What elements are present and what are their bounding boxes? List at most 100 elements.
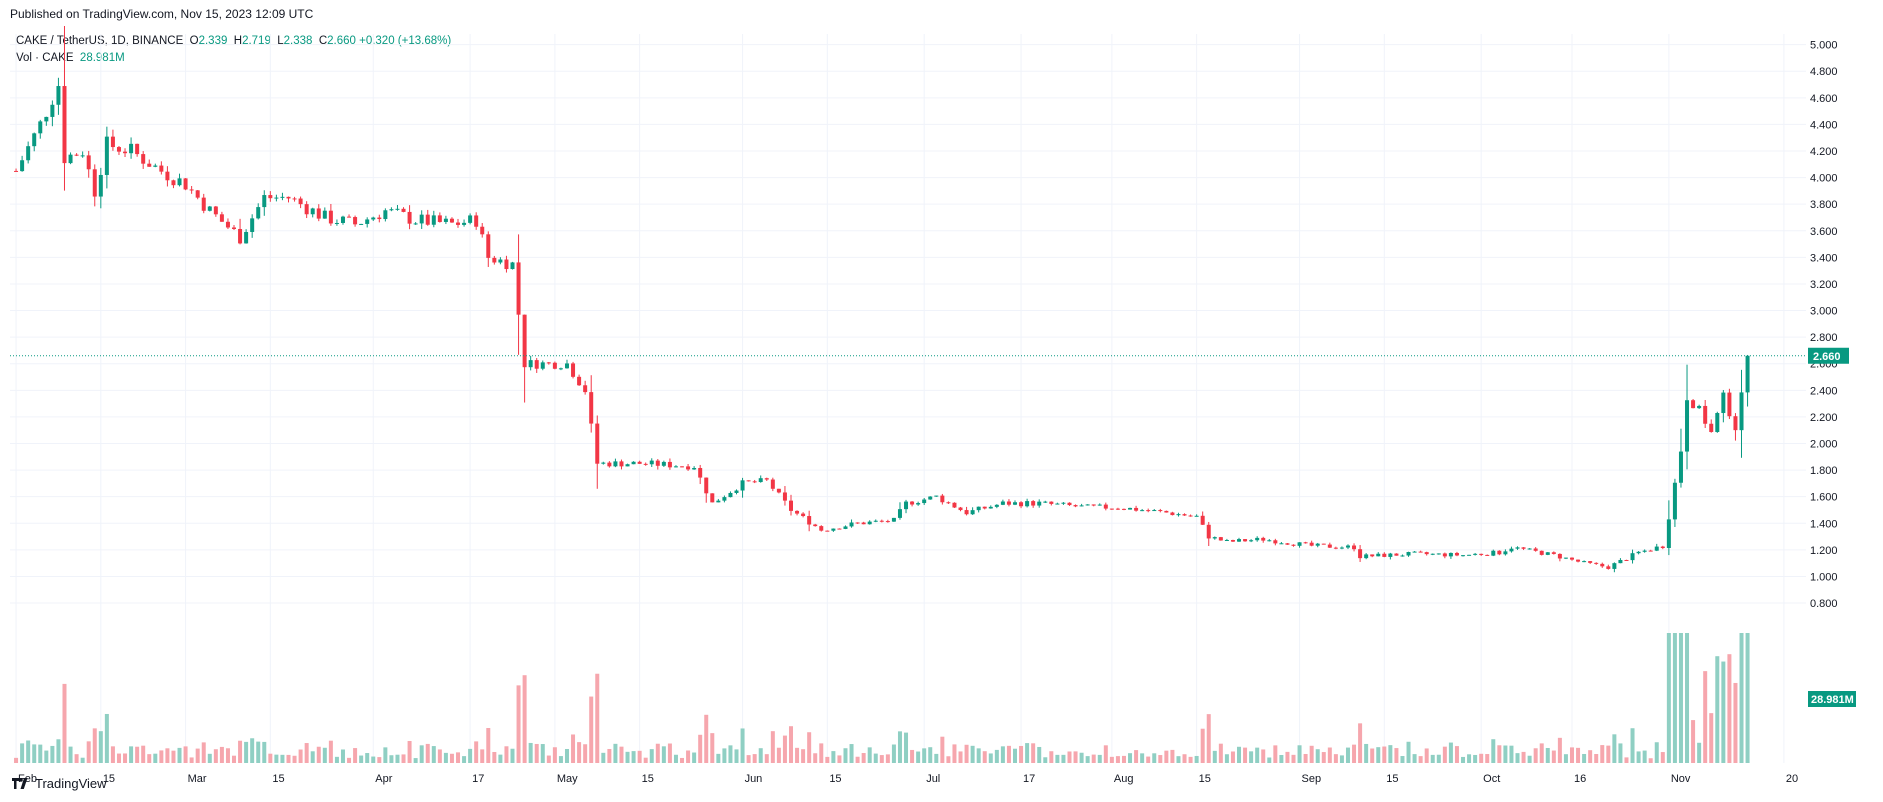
candle-body — [153, 165, 158, 167]
volume-bar — [1037, 746, 1042, 763]
candle-body — [74, 154, 79, 156]
candle-body — [1721, 392, 1726, 414]
candle-body — [298, 198, 303, 205]
volume-bar — [970, 745, 975, 763]
y-tick-label: 4.000 — [1810, 173, 1838, 185]
candle-body — [910, 501, 915, 505]
volume-bar — [788, 726, 793, 763]
candle-body — [1261, 537, 1266, 541]
volume-bar — [1630, 728, 1635, 763]
volume-bar — [322, 747, 327, 763]
volume-bar — [1146, 756, 1151, 763]
candle-body — [377, 217, 382, 220]
volume-bar — [831, 751, 836, 763]
volume-bar — [171, 750, 176, 763]
volume-bar — [225, 748, 230, 763]
volume-bar — [782, 735, 787, 763]
candle-body — [595, 423, 600, 464]
tradingview-footer[interactable]: TradingView — [12, 776, 107, 791]
y-tick-label: 1.600 — [1810, 492, 1838, 504]
candle-body — [68, 154, 73, 164]
candle-body — [268, 195, 273, 199]
candle-body — [534, 360, 539, 369]
candle-body — [141, 154, 146, 164]
volume-bar — [1182, 754, 1187, 763]
candle-body — [1140, 510, 1145, 512]
candle-body — [710, 493, 715, 503]
volume-bar — [649, 749, 654, 763]
candle-body — [958, 507, 963, 511]
candle-body — [1285, 543, 1290, 545]
candle-body — [704, 477, 709, 494]
candle-body — [183, 178, 188, 190]
candle-body — [1249, 540, 1254, 542]
candle-body — [522, 314, 527, 368]
price-chart[interactable]: 5.000 4.800 4.600 4.400 4.200 4.000 3.800 3.600… — [0, 26, 1883, 786]
candle-body — [1491, 550, 1496, 556]
volume-bar — [1370, 748, 1375, 763]
volume-bar — [449, 753, 454, 763]
candle-body — [244, 231, 249, 244]
candle-body — [643, 463, 648, 465]
volume-bar — [607, 748, 612, 763]
candle-body — [359, 223, 364, 225]
candle-body — [443, 218, 448, 222]
volume-bar — [1739, 633, 1744, 763]
candle-body — [673, 466, 678, 468]
x-tick-label: Apr — [375, 773, 392, 785]
candle-body — [807, 516, 812, 525]
volume-bar — [141, 745, 146, 763]
volume-bar — [123, 753, 128, 763]
candle-body — [1509, 548, 1514, 552]
low-label: L — [277, 35, 284, 47]
candle-body — [970, 510, 975, 515]
volume-bar — [1170, 749, 1175, 763]
volume-bar — [601, 752, 606, 763]
candle-body — [238, 228, 243, 244]
volume-bar — [1582, 753, 1587, 763]
volume-bar — [474, 741, 479, 763]
volume-bar — [1315, 749, 1320, 763]
volume-bar — [1733, 682, 1738, 763]
volume-bar — [916, 751, 921, 763]
symbol-label[interactable]: CAKE / TetherUS, 1D, BINANCE — [16, 35, 184, 47]
candle-body — [219, 214, 224, 222]
volume-bar — [1636, 751, 1641, 763]
candle-body — [1237, 539, 1242, 542]
candle-body — [1079, 505, 1084, 507]
volume-bar — [1218, 743, 1223, 763]
candle-body — [62, 86, 67, 164]
volume-bar — [1485, 754, 1490, 763]
candle-body — [1485, 554, 1490, 556]
volume-bar — [262, 741, 267, 763]
candle-body — [837, 528, 842, 530]
volume-bar — [1352, 744, 1357, 763]
candle-body — [44, 116, 49, 122]
candle-body — [1582, 561, 1587, 563]
volume-bar — [1140, 753, 1145, 763]
candle-body — [195, 190, 200, 198]
candle-body — [819, 526, 824, 531]
volume-label[interactable]: Vol · CAKE — [16, 52, 74, 64]
volume-bar — [129, 746, 134, 763]
candle-body — [655, 460, 660, 466]
candle-body — [1224, 540, 1229, 542]
candle-body — [752, 481, 757, 483]
volume-bar — [413, 758, 418, 763]
volume-bar — [1049, 751, 1054, 763]
y-tick-label: 5.000 — [1810, 40, 1838, 52]
candle-body — [123, 151, 128, 154]
candle-body — [1588, 561, 1593, 563]
candle-body — [189, 189, 194, 191]
candle-body — [480, 226, 485, 235]
volume-bar — [1400, 756, 1405, 763]
candle-body — [26, 146, 31, 161]
volume-bar — [1097, 754, 1102, 763]
candle-body — [1315, 543, 1320, 546]
candle-body — [1370, 554, 1375, 557]
volume-bar — [177, 747, 182, 763]
candle-body — [613, 461, 618, 467]
volume-bar — [1279, 754, 1284, 763]
volume-bar — [631, 751, 636, 763]
volume-bar — [359, 755, 364, 763]
